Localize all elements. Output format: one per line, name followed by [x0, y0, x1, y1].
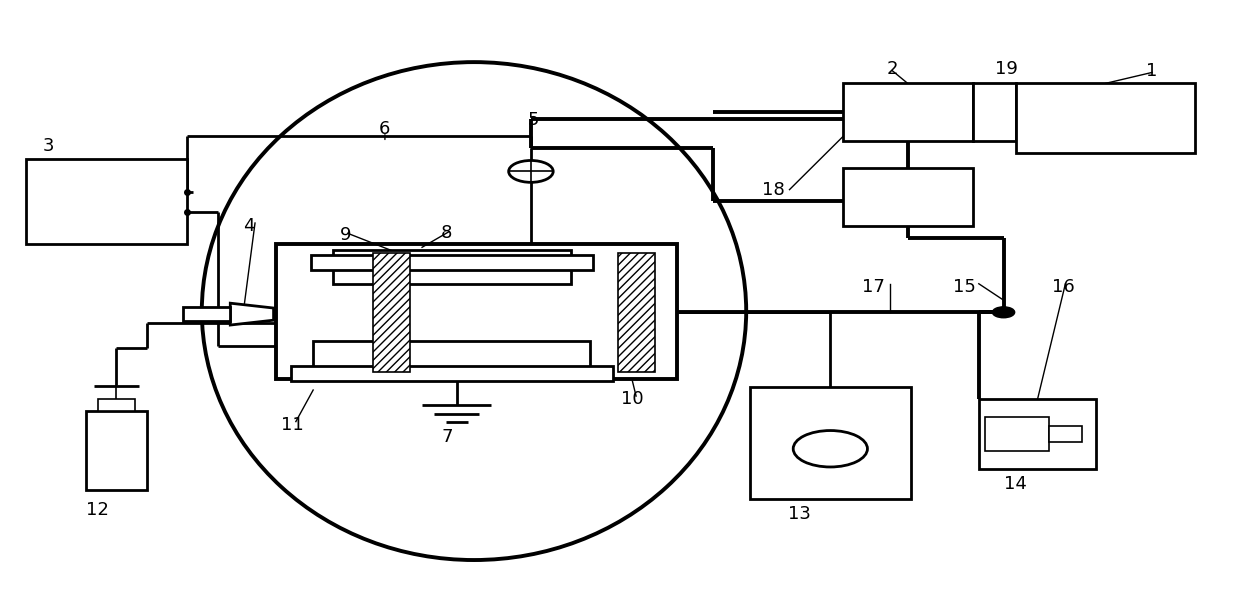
Text: 12: 12 — [87, 501, 109, 518]
Text: 19: 19 — [994, 60, 1018, 79]
Bar — [334, 250, 570, 284]
Circle shape — [992, 307, 1014, 318]
Polygon shape — [231, 303, 274, 325]
Text: 5: 5 — [528, 111, 539, 129]
Circle shape — [508, 160, 553, 182]
Text: 3: 3 — [42, 137, 55, 155]
Bar — [750, 387, 910, 500]
Text: 6: 6 — [379, 120, 391, 138]
Bar — [26, 159, 187, 244]
Bar — [277, 244, 677, 379]
Bar — [372, 253, 409, 371]
Bar — [978, 399, 1096, 469]
Bar — [843, 84, 972, 141]
Text: 9: 9 — [340, 226, 351, 244]
Text: 2: 2 — [887, 60, 898, 79]
Text: 17: 17 — [862, 278, 885, 296]
Bar — [291, 366, 613, 381]
Bar — [98, 400, 135, 411]
Bar — [1016, 84, 1195, 153]
Bar — [1049, 426, 1083, 442]
Text: 7: 7 — [441, 428, 453, 446]
Text: 13: 13 — [787, 506, 811, 523]
Bar — [843, 168, 972, 226]
Circle shape — [794, 431, 868, 467]
Bar — [972, 84, 1016, 141]
Text: 14: 14 — [1004, 475, 1028, 493]
Bar — [985, 417, 1049, 451]
Bar — [314, 342, 590, 371]
Text: 4: 4 — [243, 217, 254, 235]
Text: 11: 11 — [280, 415, 304, 434]
Bar — [311, 254, 593, 270]
Bar — [184, 307, 231, 321]
Ellipse shape — [202, 62, 746, 560]
Text: 15: 15 — [952, 278, 976, 296]
Text: 16: 16 — [1052, 278, 1074, 296]
Text: 10: 10 — [621, 390, 644, 408]
Text: 1: 1 — [1146, 62, 1158, 81]
Bar — [618, 253, 655, 371]
Bar — [86, 411, 148, 490]
Text: 18: 18 — [763, 181, 785, 199]
Text: 8: 8 — [441, 224, 453, 242]
